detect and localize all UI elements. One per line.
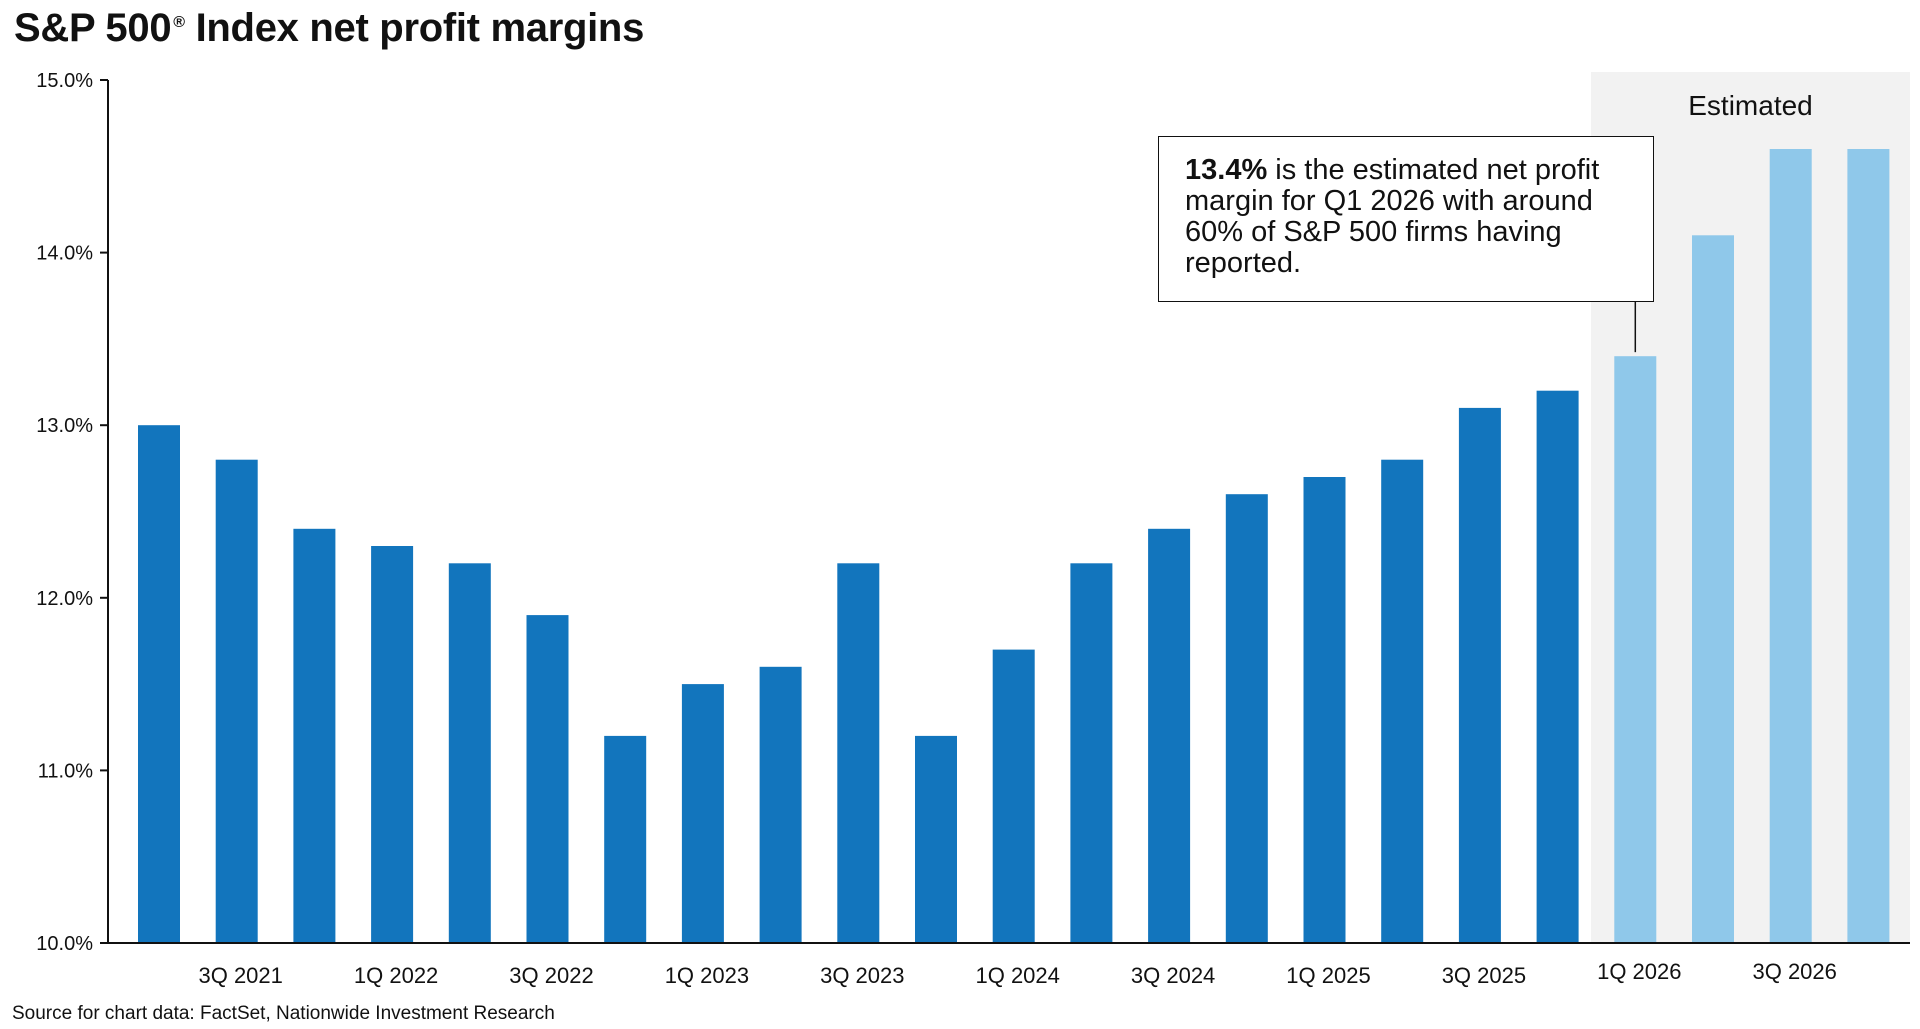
y-tick-label: 14.0% — [36, 243, 93, 265]
bar-4q-2022 — [604, 735, 647, 943]
registered-mark: ® — [173, 13, 185, 31]
x-tick-label: 3Q 2022 — [509, 963, 593, 988]
bar-4q-2023 — [915, 735, 957, 943]
bar-3q-2025 — [1458, 407, 1501, 943]
callout-text: is the estimated net profit margin for Q… — [1185, 154, 1600, 279]
x-tick-label: 3Q 2021 — [198, 963, 282, 988]
bar-3q-2024 — [1148, 528, 1191, 943]
x-tick-label: 1Q 2025 — [1286, 963, 1370, 988]
bar-1q-2026 — [1614, 356, 1657, 943]
bar-4q-2026 — [1847, 149, 1890, 943]
y-tick-label: 15.0% — [36, 70, 93, 92]
bar-chart: Estimated 10.0% 11.0% 12.0% 13.0% 14.0% 15.0% 3… — [36, 70, 1910, 988]
y-tick-label: 10.0% — [36, 933, 93, 955]
bar-2q-2023 — [759, 666, 802, 943]
annotation-callout: 13.4% is the estimated net profit margin… — [1158, 136, 1654, 302]
bar-1q-2025 — [1303, 477, 1346, 943]
y-tick-label: 13.0% — [36, 415, 93, 437]
callout-highlight: 13.4% — [1185, 154, 1268, 186]
x-tick-label: 1Q 2024 — [975, 963, 1059, 988]
bar-1q-2024 — [992, 649, 1035, 943]
x-tick-label: 3Q 2023 — [820, 963, 904, 988]
bar-2q-2021 — [138, 425, 180, 943]
x-tick-label: 1Q 2023 — [665, 963, 749, 988]
bar-3q-2022 — [526, 615, 569, 943]
source-note: Source for chart data: FactSet, Nationwi… — [12, 1003, 555, 1024]
y-tick-label: 11.0% — [38, 760, 93, 782]
bar-2q-2025 — [1381, 459, 1424, 943]
bar-4q-2025 — [1536, 390, 1579, 943]
x-tick-label: 3Q 2025 — [1442, 963, 1526, 988]
x-tick-label: 1Q 2022 — [354, 963, 438, 988]
bar-3q-2026 — [1769, 149, 1812, 943]
chart-title: S&P 500 ® Index net profit margins — [14, 6, 645, 50]
bar-4q-2024 — [1225, 494, 1268, 943]
bar-4q-2021 — [293, 528, 336, 943]
bar-3q-2023 — [837, 563, 880, 943]
bar-1q-2022 — [371, 546, 414, 943]
estimated-label: Estimated — [1688, 90, 1813, 121]
x-tick-label: 1Q 2026 — [1597, 959, 1681, 984]
x-tick-label: 3Q 2024 — [1131, 963, 1215, 988]
y-tick-label: 12.0% — [36, 588, 93, 610]
bar-2q-2026 — [1692, 235, 1734, 944]
bar-3q-2021 — [215, 459, 258, 943]
bar-1q-2023 — [681, 684, 724, 943]
bar-2q-2024 — [1070, 563, 1113, 943]
bar-2q-2022 — [448, 563, 491, 943]
x-tick-label: 3Q 2026 — [1752, 959, 1836, 984]
